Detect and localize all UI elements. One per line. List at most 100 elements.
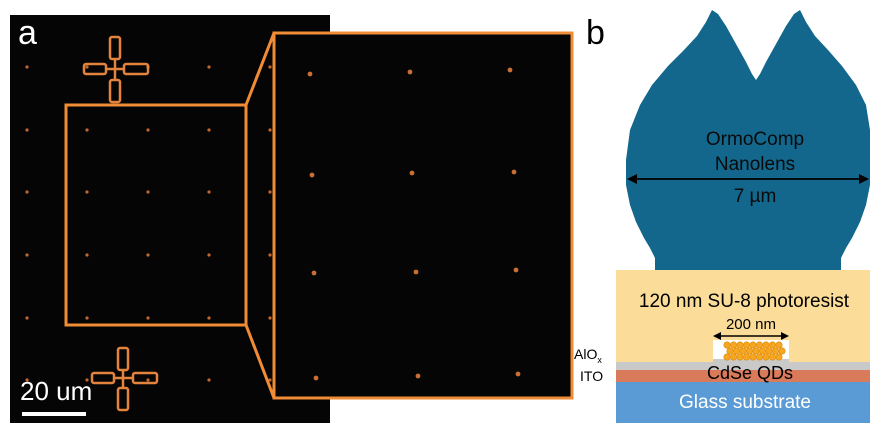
quantum-dot — [723, 353, 731, 361]
quantum-dot — [726, 347, 734, 355]
qd-dot — [207, 316, 211, 320]
qd-dot-zoomed — [515, 371, 521, 377]
qd-dot — [146, 316, 150, 320]
ito-label: ITO — [580, 368, 604, 384]
qd-dot — [25, 65, 29, 69]
quantum-dot — [736, 341, 744, 349]
qd-dot — [207, 65, 211, 69]
qd-dot — [207, 190, 211, 194]
quantum-dot — [768, 353, 776, 361]
qd-dot — [85, 128, 89, 132]
alignment-marker-bottom — [90, 346, 159, 412]
qd-dot — [207, 378, 211, 382]
zoom-connector-top — [244, 32, 276, 106]
qd-dot — [146, 190, 150, 194]
quantum-dot — [749, 341, 757, 349]
quantum-dot — [736, 353, 744, 361]
quantum-dot — [775, 353, 783, 361]
qd-dot — [85, 190, 89, 194]
gap-arrowhead-left — [713, 332, 721, 340]
qd-dot — [85, 253, 89, 257]
alox-label: AlOx — [574, 347, 602, 365]
scale-bar — [22, 412, 86, 416]
scale-bar-label: 20 um — [20, 376, 93, 406]
lens-width-label: 7 µm — [733, 186, 777, 207]
alox-label-subscript: x — [597, 354, 602, 365]
panel-b-schematic — [616, 10, 870, 423]
lens-material-label: OrmoComp — [705, 129, 805, 150]
quantum-dot — [758, 347, 766, 355]
quantum-dot — [755, 353, 763, 361]
qd-dot-zoomed — [407, 69, 413, 75]
gap-arrowhead-right — [781, 332, 789, 340]
qd-dot — [268, 378, 272, 382]
qd-dot-zoomed — [309, 172, 315, 178]
qd-dot-zoomed — [413, 269, 419, 275]
quantum-dot — [749, 353, 757, 361]
qd-dot-zoomed — [311, 270, 317, 276]
quantum-dot — [775, 341, 783, 349]
qd-dot-zoomed — [307, 71, 313, 77]
lens-arrowhead-left — [627, 174, 637, 184]
nanolens-shape — [626, 10, 870, 270]
qd-dot-zoomed — [513, 267, 519, 273]
quantum-dot — [752, 347, 760, 355]
quantum-dot — [732, 347, 740, 355]
alox-layer — [616, 362, 870, 370]
zoom-connector-bottom — [244, 324, 276, 399]
qd-dot — [146, 378, 150, 382]
quantum-dot — [742, 353, 750, 361]
qd-dot — [85, 378, 89, 382]
qd-dot — [25, 378, 29, 382]
qd-dot — [268, 316, 272, 320]
qd-dot — [146, 128, 150, 132]
quantum-dot — [778, 347, 786, 355]
qd-dot — [25, 190, 29, 194]
lens-arrowhead-right — [859, 174, 869, 184]
lens-name-label: Nanolens — [714, 154, 796, 175]
cdse-qd-cluster — [723, 341, 786, 361]
resist-label: 120 nm SU-8 photoresist — [638, 291, 850, 312]
qd-dot-zoomed — [409, 170, 415, 176]
quantum-dot — [765, 347, 773, 355]
gap-width-label: 200 nm — [725, 316, 777, 333]
qd-dot — [25, 316, 29, 320]
quantum-dot — [745, 347, 753, 355]
qd-dot — [268, 65, 272, 69]
qd-dot — [85, 316, 89, 320]
zoom-region-box — [64, 103, 248, 327]
ito-layer — [616, 370, 870, 382]
glass-substrate-layer — [616, 382, 870, 423]
qd-dot-zoomed — [313, 375, 319, 381]
alignment-marker-top — [82, 35, 150, 104]
qd-dot — [25, 128, 29, 132]
glass-substrate-label: Glass substrate — [679, 392, 811, 413]
qd-dot — [268, 253, 272, 257]
quantum-dot — [762, 353, 770, 361]
quantum-dot — [742, 341, 750, 349]
qd-dot-array-inset — [307, 67, 521, 381]
qd-dot-zoomed — [415, 373, 421, 379]
qd-dot-zoomed — [507, 67, 513, 73]
qd-dot — [207, 253, 211, 257]
qd-dot-zoomed — [511, 169, 517, 175]
quantum-dot — [768, 341, 776, 349]
quantum-dot — [762, 341, 770, 349]
alox-label-text: AlO — [574, 346, 598, 362]
qd-dot — [268, 128, 272, 132]
zoom-inset — [272, 31, 574, 400]
quantum-dot — [729, 341, 737, 349]
qd-dot — [268, 190, 272, 194]
cdse-qds-label: CdSe QDs — [706, 363, 794, 383]
quantum-dot — [723, 341, 731, 349]
qd-dot — [85, 65, 89, 69]
panel-b-label: b — [586, 14, 605, 52]
quantum-dot — [739, 347, 747, 355]
qd-gap-floor — [713, 359, 789, 362]
quantum-dot — [729, 353, 737, 361]
qd-dot — [146, 253, 150, 257]
panel-a-label: a — [18, 14, 37, 52]
qd-dot — [25, 253, 29, 257]
quantum-dot — [771, 347, 779, 355]
